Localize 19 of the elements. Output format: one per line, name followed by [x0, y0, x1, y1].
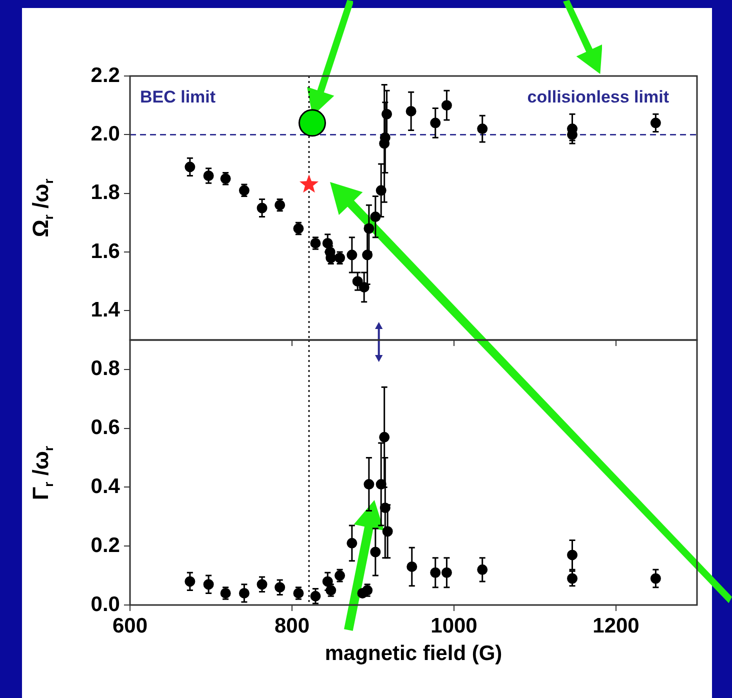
y-tick-label: 1.8 — [90, 181, 120, 204]
y-tick-label: 1.4 — [90, 298, 120, 322]
y-tick-label: 0.8 — [90, 357, 120, 380]
annotation: BEC limit — [140, 88, 216, 107]
point — [298, 109, 326, 137]
x-tick-label: 800 — [274, 614, 310, 638]
y-tick-label: 2.2 — [90, 64, 120, 87]
annotation: collisionless limit — [527, 88, 670, 107]
y-tick-label: 0.0 — [90, 592, 120, 616]
y-tick-label: 0.4 — [90, 475, 120, 498]
x-axis-title: magnetic field (G) — [324, 642, 502, 666]
y-tick-label: 0.2 — [90, 534, 120, 557]
point — [300, 174, 319, 193]
y-tick-label: 1.6 — [90, 240, 120, 263]
x-tick-label: 600 — [112, 614, 148, 638]
y-tick-label: 0.6 — [90, 416, 120, 440]
x-tick-label: 1200 — [592, 614, 640, 638]
y-tick-label: 2.0 — [90, 122, 120, 146]
x-tick-label: 1000 — [430, 614, 478, 638]
